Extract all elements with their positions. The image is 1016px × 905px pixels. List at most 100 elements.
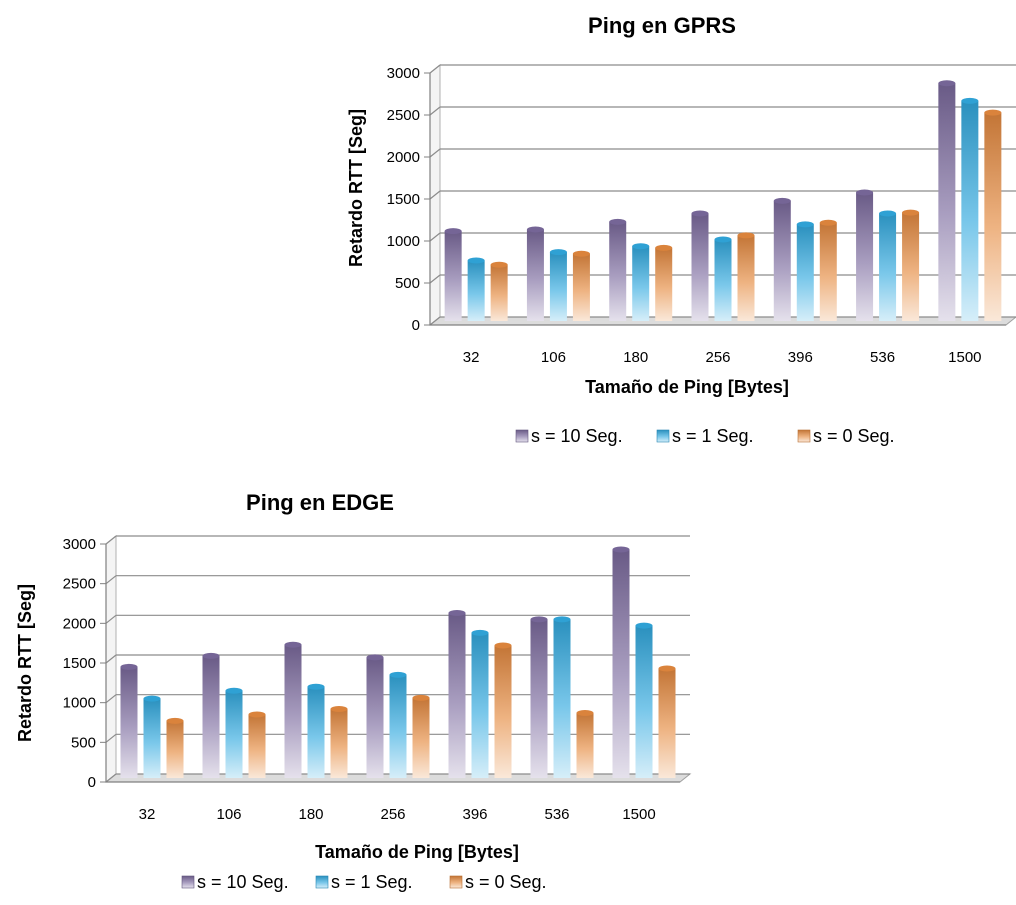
y-axis-title: Retardo RTT [Seg]: [15, 584, 35, 742]
bar-body: [448, 612, 466, 778]
y-tick-label: 3000: [387, 65, 420, 82]
bar-536-series-1: [856, 189, 874, 321]
bar-body: [471, 632, 489, 778]
gridline-depth: [429, 106, 441, 116]
bar-396-series-3: [819, 219, 837, 321]
bar-cap: [471, 629, 489, 636]
gridline-depth: [105, 654, 117, 664]
bar-body: [120, 666, 138, 778]
bar-cap: [202, 652, 220, 659]
bar-body: [225, 690, 243, 778]
legend-label: s = 0 Seg.: [465, 872, 547, 892]
bar-1500-series-2: [961, 97, 979, 321]
bar-396-series-2: [796, 221, 814, 321]
bar-1500-series-3: [658, 665, 676, 778]
y-tick-label: 1500: [63, 655, 96, 672]
bar-body: [879, 213, 897, 321]
gridline-depth: [105, 614, 117, 624]
bar-32-series-1: [444, 228, 462, 321]
bar-106-series-1: [202, 652, 220, 778]
x-tick-label: 106: [216, 806, 241, 823]
chart-gprs-svg: Ping en GPRS 0 500 1000 1500 2000 2500 3000 32 10…: [346, 13, 1016, 446]
chart-gprs: Ping en GPRS 0 500 1000 1500 2000 2500 3000 32 10…: [330, 0, 1016, 460]
y-tick-label: 500: [395, 275, 420, 292]
bar-256-series-2: [714, 236, 732, 321]
x-tick-label: 32: [139, 806, 156, 823]
bar-1500-series-1: [938, 80, 956, 321]
bar-cap: [330, 705, 348, 712]
bar-body: [202, 655, 220, 778]
bar-body: [467, 260, 485, 321]
bar-body: [902, 212, 920, 321]
bar-32-series-1: [120, 663, 138, 778]
bar-cap: [389, 671, 407, 678]
gridline-depth: [105, 535, 117, 545]
bar-body: [632, 246, 650, 321]
bar-cap: [448, 609, 466, 616]
bar-396-series-3: [494, 642, 512, 778]
bar-cap: [609, 218, 627, 225]
chart-edge-svg: Ping en EDGE 0 500 1000 1500 2000 2500 3000 32 10…: [15, 490, 692, 892]
gridline-depth: [429, 148, 441, 158]
bar-cap: [549, 249, 567, 256]
bar-cap: [902, 209, 920, 216]
x-tick-label: 180: [623, 349, 648, 366]
x-axis-title: Tamaño de Ping [Bytes]: [315, 842, 519, 862]
x-tick-label: 396: [788, 349, 813, 366]
y-tick-label: 0: [88, 774, 96, 791]
bar-180-series-3: [330, 705, 348, 778]
bar-cap: [572, 250, 590, 257]
bar-cap: [248, 711, 266, 718]
bar-536-series-2: [879, 210, 897, 321]
gridline-depth: [105, 694, 117, 704]
bar-cap: [284, 641, 302, 648]
chart-edge: Ping en EDGE 0 500 1000 1500 2000 2500 3000 32 10…: [0, 475, 710, 905]
bar-cap: [714, 236, 732, 243]
bar-body: [572, 253, 590, 321]
bar-cap: [612, 546, 630, 553]
bar-cap: [576, 709, 594, 716]
bar-256-series-3: [737, 232, 755, 321]
bar-32-series-2: [143, 695, 161, 778]
bar-cap: [120, 663, 138, 670]
bar-body: [389, 674, 407, 778]
bar-256-series-1: [366, 654, 384, 778]
bar-body: [248, 714, 266, 778]
bar-body: [526, 229, 544, 321]
bar-32-series-3: [166, 717, 184, 778]
bar-body: [609, 221, 627, 321]
y-tick-label: 500: [71, 734, 96, 751]
chart-title: Ping en EDGE: [246, 490, 394, 515]
bar-256-series-2: [389, 671, 407, 778]
y-tick-label: 1000: [387, 233, 420, 250]
legend-swatch: [797, 429, 811, 443]
legend-item-1: s = 10 Seg.: [181, 872, 289, 892]
bar-180-series-3: [655, 244, 673, 321]
bar-body: [658, 668, 676, 778]
gridline-depth: [429, 316, 441, 326]
bar-cap: [938, 80, 956, 87]
legend-label: s = 10 Seg.: [531, 426, 623, 446]
bar-body: [655, 247, 673, 321]
bar-cap: [366, 654, 384, 661]
bar-cap: [632, 243, 650, 250]
bar-256-series-1: [691, 210, 709, 321]
bar-body: [284, 644, 302, 778]
bar-180-series-1: [609, 218, 627, 321]
x-tick-label: 1500: [622, 806, 655, 823]
bar-body: [773, 200, 791, 321]
legend-label: s = 10 Seg.: [197, 872, 289, 892]
legend-item-1: s = 10 Seg.: [515, 426, 623, 446]
x-tick-label: 536: [870, 349, 895, 366]
bar-cap: [879, 210, 897, 217]
bar-396-series-2: [471, 629, 489, 778]
bar-536-series-3: [576, 709, 594, 778]
bar-body: [612, 549, 630, 778]
bar-cap: [526, 226, 544, 233]
x-tick-label: 256: [380, 806, 405, 823]
bar-cap: [856, 189, 874, 196]
bar-cap: [530, 616, 548, 623]
bar-cap: [412, 694, 430, 701]
bar-body: [549, 252, 567, 321]
x-tick-label: 256: [705, 349, 730, 366]
